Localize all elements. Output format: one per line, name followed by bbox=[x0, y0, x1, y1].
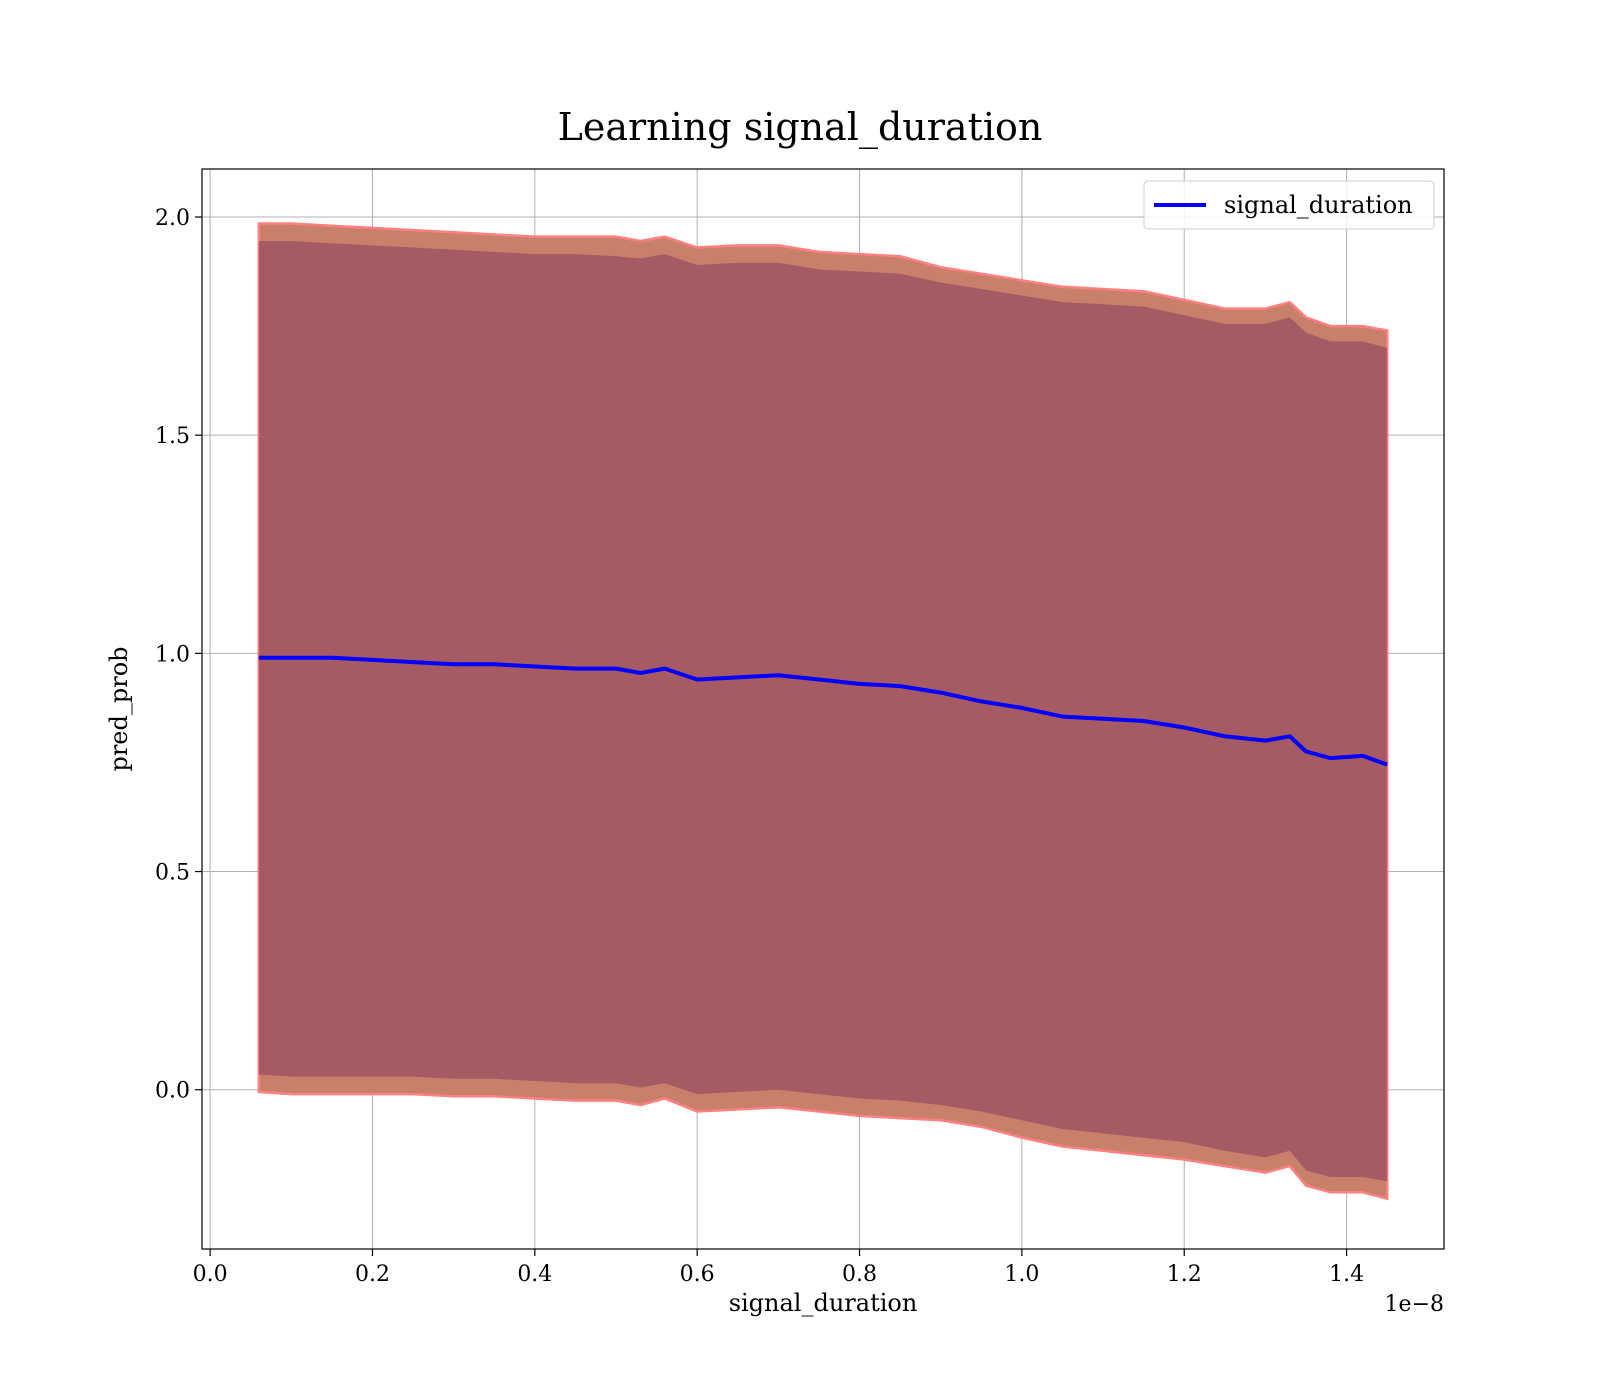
x-axis-offset-label: 1e−8 bbox=[1385, 1292, 1444, 1317]
x-tick-label: 1.0 bbox=[1004, 1262, 1039, 1287]
x-tick-label: 0.2 bbox=[355, 1262, 390, 1287]
x-tick-label: 0.0 bbox=[193, 1262, 228, 1287]
plot-area: 0.0 0.2 0.4 0.6 0.8 1.0 1.2 1.4 0.0 0.5 1.0 1.5 2.0 bbox=[155, 168, 1445, 1287]
y-axis-ticks: 0.0 0.5 1.0 1.5 2.0 bbox=[155, 206, 202, 1104]
x-tick-label: 0.6 bbox=[680, 1262, 715, 1287]
inner-confidence-band bbox=[258, 241, 1388, 1182]
chart-title: Learning signal_duration bbox=[558, 105, 1043, 150]
y-tick-label: 0.0 bbox=[155, 1079, 190, 1104]
x-axis-label: signal_duration bbox=[729, 1289, 918, 1317]
x-axis-ticks: 0.0 0.2 0.4 0.6 0.8 1.0 1.2 1.4 bbox=[193, 1249, 1364, 1287]
y-axis-label: pred_prob bbox=[105, 646, 133, 771]
series-line-signal-duration bbox=[258, 655, 1388, 767]
plot-frame bbox=[201, 168, 1445, 1250]
y-tick-label: 1.5 bbox=[155, 424, 190, 449]
x-tick-label: 0.8 bbox=[842, 1262, 877, 1287]
legend-label-signal-duration: signal_duration bbox=[1224, 191, 1413, 219]
x-tick-label: 1.2 bbox=[1167, 1262, 1202, 1287]
y-tick-label: 2.0 bbox=[155, 206, 190, 231]
legend-box bbox=[1143, 180, 1435, 230]
y-tick-label: 0.5 bbox=[155, 861, 190, 886]
x-tick-label: 1.4 bbox=[1329, 1262, 1364, 1287]
y-tick-label: 1.0 bbox=[155, 642, 190, 667]
legend: signal_duration bbox=[1143, 180, 1435, 230]
x-tick-label: 0.4 bbox=[517, 1262, 552, 1287]
